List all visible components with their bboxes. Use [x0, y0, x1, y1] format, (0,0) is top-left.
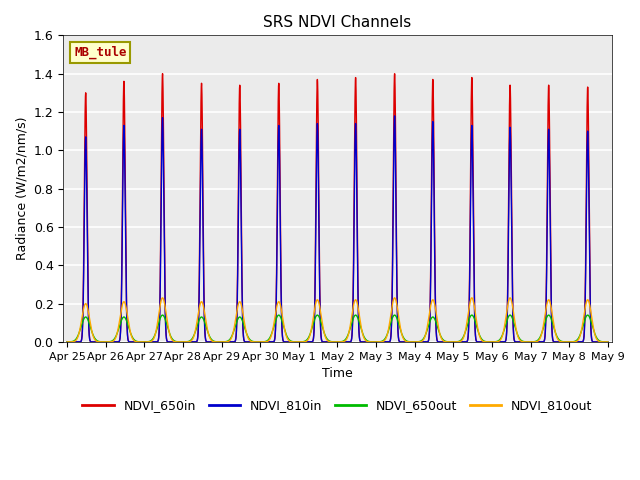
- NDVI_810out: [278, 312, 286, 317]
- NDVI_650in: [429, 78, 436, 84]
- NDVI_810in: [604, 339, 612, 345]
- Line: NDVI_810out: NDVI_810out: [67, 298, 608, 342]
- NDVI_810out: [92, 337, 99, 343]
- NDVI_650in: [63, 339, 71, 345]
- NDVI_650in: [604, 339, 612, 345]
- NDVI_810in: [429, 120, 436, 125]
- NDVI_650in: [268, 339, 275, 345]
- NDVI_650out: [604, 339, 612, 345]
- Y-axis label: Radiance (W/m2/nm/s): Radiance (W/m2/nm/s): [15, 117, 28, 260]
- NDVI_650out: [325, 338, 333, 344]
- NDVI_650out: [92, 336, 99, 342]
- NDVI_650in: [278, 327, 286, 333]
- Line: NDVI_650out: NDVI_650out: [67, 315, 608, 342]
- NDVI_810out: [63, 339, 71, 345]
- NDVI_810out: [268, 333, 275, 338]
- NDVI_650in: [325, 339, 333, 345]
- NDVI_650in: [159, 71, 166, 76]
- NDVI_810out: [604, 339, 612, 345]
- NDVI_810in: [63, 339, 71, 345]
- NDVI_650out: [63, 339, 71, 345]
- NDVI_810out: [429, 297, 436, 303]
- X-axis label: Time: Time: [322, 367, 353, 380]
- NDVI_810out: [325, 338, 333, 344]
- NDVI_650out: [429, 314, 436, 320]
- Title: SRS NDVI Channels: SRS NDVI Channels: [263, 15, 412, 30]
- NDVI_810in: [268, 339, 275, 345]
- NDVI_810out: [205, 332, 212, 338]
- NDVI_650in: [92, 339, 99, 345]
- Text: MB_tule: MB_tule: [74, 46, 127, 60]
- Line: NDVI_650in: NDVI_650in: [67, 73, 608, 342]
- NDVI_810in: [391, 113, 399, 119]
- NDVI_810in: [92, 339, 99, 345]
- NDVI_650out: [268, 332, 275, 337]
- NDVI_650out: [205, 332, 212, 337]
- Line: NDVI_810in: NDVI_810in: [67, 116, 608, 342]
- NDVI_650in: [205, 339, 212, 345]
- Legend: NDVI_650in, NDVI_810in, NDVI_650out, NDVI_810out: NDVI_650in, NDVI_810in, NDVI_650out, NDV…: [77, 394, 598, 417]
- NDVI_810out: [159, 295, 166, 300]
- NDVI_810in: [325, 339, 333, 345]
- NDVI_810in: [205, 339, 212, 345]
- NDVI_810in: [278, 327, 286, 333]
- NDVI_650out: [278, 318, 286, 324]
- NDVI_650out: [584, 312, 591, 318]
